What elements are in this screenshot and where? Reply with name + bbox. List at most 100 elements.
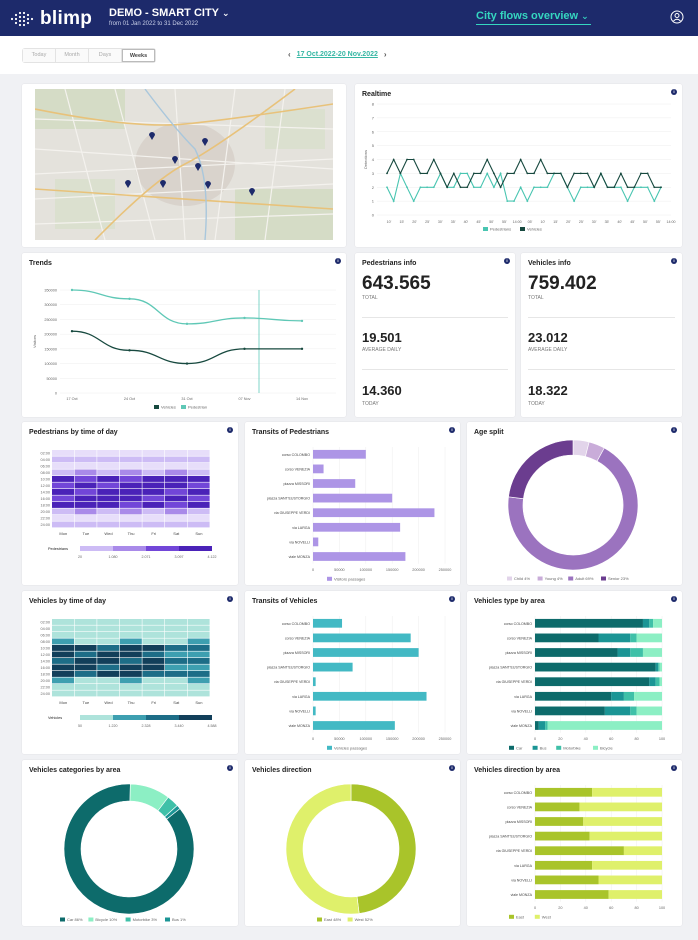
tab-today[interactable]: Today: [23, 49, 56, 62]
heat-cell: [187, 651, 210, 658]
map-pin-icon[interactable]: [249, 188, 255, 196]
tab-weeks[interactable]: Weeks: [122, 49, 155, 62]
user-icon[interactable]: [670, 10, 684, 24]
info-icon[interactable]: i: [227, 765, 233, 771]
heat-cell: [142, 690, 165, 697]
x-tick-label: 05': [528, 220, 533, 224]
city-map[interactable]: [35, 89, 333, 240]
vehicles-point: [300, 347, 304, 351]
heat-cell: [142, 476, 165, 482]
x-tick-label: 0: [312, 568, 314, 572]
hour-label: 22:00: [40, 686, 50, 690]
pedestrians-time-of-day-card: Pedestrians by time of day i 02:00 04:00 0…: [22, 422, 238, 585]
info-icon[interactable]: i: [671, 427, 677, 433]
vehicles-point: [406, 158, 408, 161]
map-pin-icon[interactable]: [205, 181, 211, 189]
y-tick-label: 4: [372, 157, 375, 162]
bar-segment: [604, 706, 631, 716]
age-split-card: Age split i Child 4% Young 4% Adult 69% Sen…: [467, 422, 682, 585]
pedestrians-point: [526, 200, 529, 203]
info-icon[interactable]: i: [449, 427, 455, 433]
legend-swatch: [601, 576, 606, 581]
heat-cell: [165, 515, 187, 521]
info-icon[interactable]: i: [227, 596, 233, 602]
heat-cell: [52, 651, 74, 658]
day-label: Mon: [59, 700, 67, 705]
hour-label: 24:00: [40, 523, 50, 527]
legend-swatch: [327, 745, 332, 750]
vehicles-heatmap: 02:00 04:00 06:00 08:00 10:00 12:00 14:00 16:00…: [40, 619, 217, 728]
project-selector[interactable]: DEMO - SMART CITY ⌄: [109, 7, 230, 19]
info-icon[interactable]: i: [671, 89, 677, 95]
tab-days[interactable]: Days: [89, 49, 122, 62]
street-label: via GIUSEPPE VERDI: [496, 680, 532, 684]
info-icon[interactable]: i: [227, 427, 233, 433]
logo[interactable]: blimp: [10, 8, 92, 30]
legend-label: East: [516, 914, 525, 919]
heat-cell: [74, 476, 97, 482]
map-pin-icon[interactable]: [195, 163, 201, 171]
map-pin-icon[interactable]: [202, 138, 208, 146]
chevron-left-icon[interactable]: ‹: [288, 50, 291, 59]
legend-swatch: [537, 576, 543, 581]
heat-cell: [74, 521, 97, 528]
hour-label: 10:00: [40, 478, 50, 482]
heat-cell: [119, 515, 142, 521]
day-label: Tue: [83, 700, 91, 705]
hour-label: 10:00: [40, 647, 50, 651]
vehicles-info-card: Vehicles info i 759.402 TOTAL 23.012 AVE…: [521, 253, 682, 417]
heat-cell: [97, 625, 120, 632]
bar: [313, 449, 366, 459]
vehicles-point: [613, 186, 616, 189]
legend-scale-segment: [113, 546, 146, 551]
x-tick-label: 40: [584, 737, 588, 741]
day-label: Tue: [83, 531, 91, 536]
map-pin-icon[interactable]: [125, 180, 131, 188]
heat-cell: [52, 463, 74, 469]
info-icon[interactable]: i: [504, 258, 510, 264]
heat-cell: [142, 638, 165, 645]
vehicles-average: 23.012: [528, 330, 568, 345]
project-period: from 01 Jan 2022 to 31 Dec 2022: [109, 21, 199, 27]
x-tick-label: 100: [659, 737, 665, 741]
trends-chart: 0 50000 100000 150000 200000 250000 300000 3500…: [32, 289, 336, 410]
info-icon[interactable]: i: [671, 765, 677, 771]
vehicles-time-of-day-title: Vehicles by time of day: [29, 598, 107, 605]
view-selector[interactable]: City flows overview ⌄: [476, 10, 591, 25]
heat-cell: [74, 463, 97, 469]
heat-cell: [97, 690, 120, 697]
bar-segment: [535, 817, 584, 826]
heat-cell: [187, 521, 210, 528]
heat-cell: [142, 456, 165, 463]
chevron-right-icon[interactable]: ›: [383, 50, 387, 59]
pedestrians-point: [499, 172, 502, 175]
y-tick-label: 8: [372, 102, 375, 107]
bar: [313, 706, 316, 716]
vehicles-point: [392, 158, 395, 161]
map-pin-icon[interactable]: [149, 132, 155, 140]
bar-segment: [623, 846, 662, 856]
pedestrians-point: [579, 186, 582, 189]
heat-cell: [97, 638, 120, 645]
info-icon[interactable]: i: [449, 596, 455, 602]
heat-cell: [97, 469, 120, 476]
heat-cell: [97, 658, 120, 664]
day-label: Sat: [173, 531, 180, 536]
date-range[interactable]: 17 Oct.2022-20 Nov.2022: [296, 51, 378, 58]
info-icon[interactable]: i: [335, 258, 341, 264]
x-tick-label: 80: [634, 906, 638, 910]
map-pin-icon[interactable]: [172, 156, 178, 164]
info-icon[interactable]: i: [449, 765, 455, 771]
vehicles-type-chart: 0 20 40 60 80 100 corso COLOMBO corso VENEZIA pi…: [489, 616, 665, 750]
legend-scale-segment: [179, 715, 212, 720]
info-icon[interactable]: i: [671, 596, 677, 602]
legend-scale-label: 4.122: [208, 555, 217, 559]
day-label: Wed: [104, 531, 112, 536]
tab-month[interactable]: Month: [56, 49, 89, 62]
info-icon[interactable]: i: [671, 258, 677, 264]
street-label: corso VENEZIA: [507, 805, 533, 809]
legend-swatch: [483, 227, 488, 231]
map-pin-icon[interactable]: [160, 180, 166, 188]
date-navigator: ‹ 17 Oct.2022-20 Nov.2022 ›: [288, 50, 387, 59]
heat-cell: [52, 476, 74, 482]
